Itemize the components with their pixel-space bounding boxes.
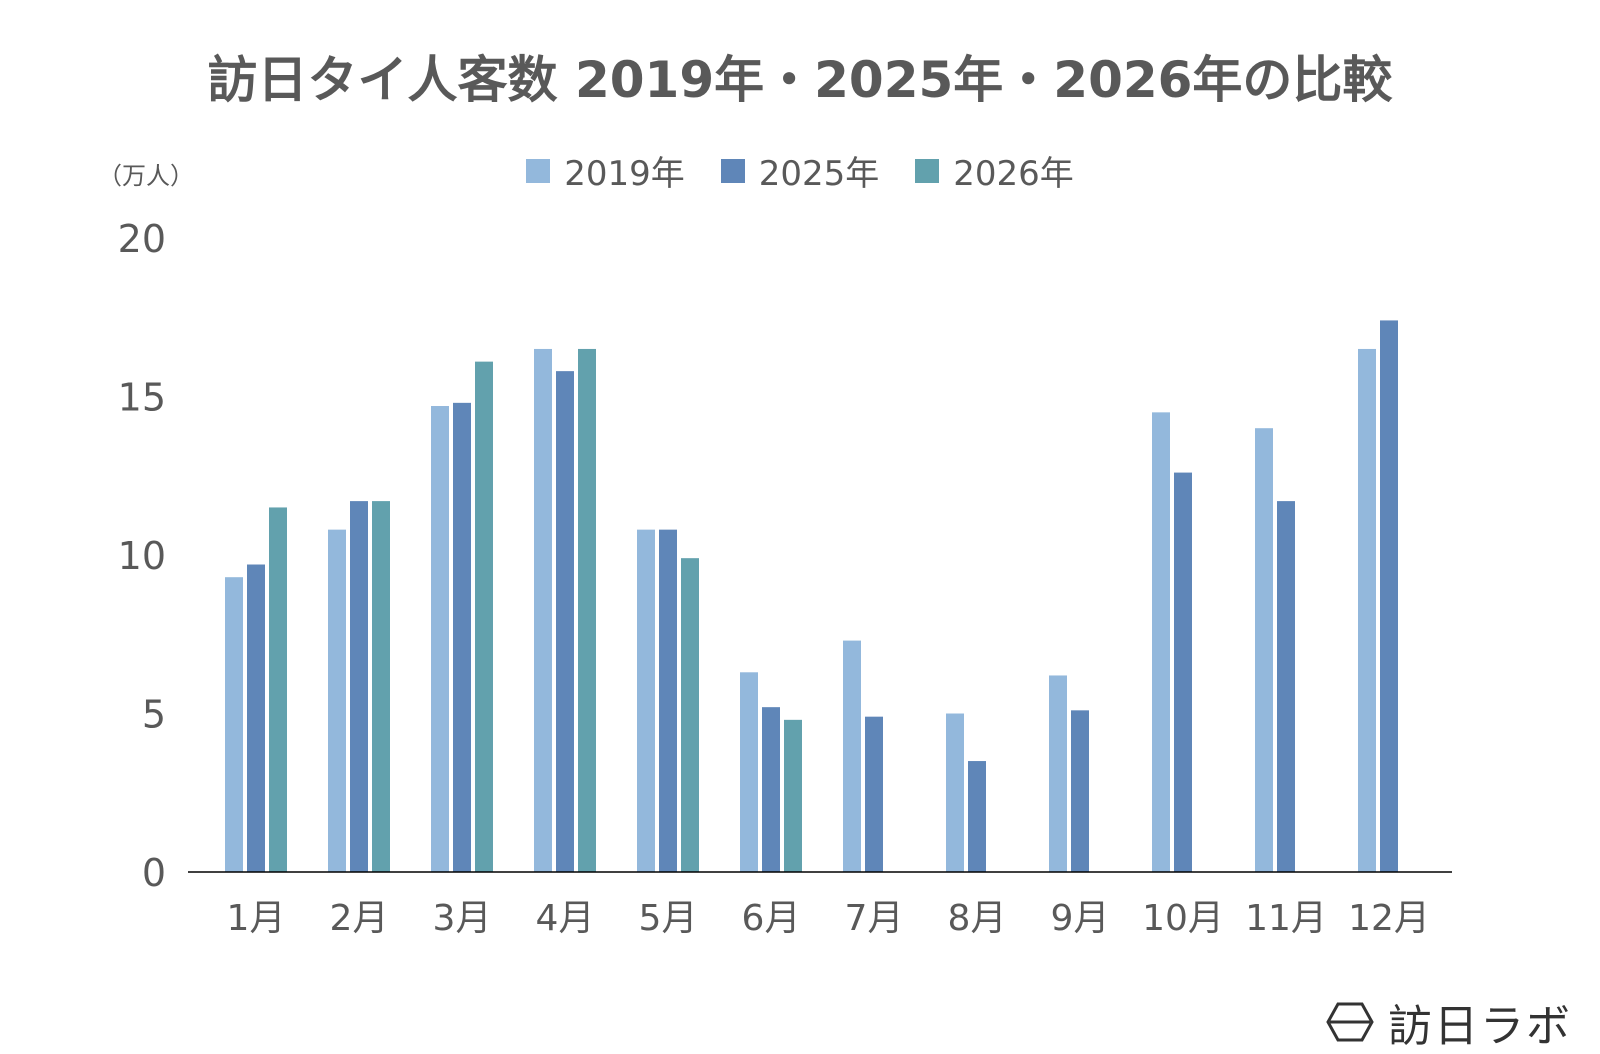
bar-2019-3 <box>431 406 449 872</box>
bar-2025-9 <box>1071 710 1089 872</box>
bar-2025-10 <box>1174 472 1192 872</box>
y-tick-label: 5 <box>142 693 166 737</box>
hexagon-logo-icon <box>1326 1002 1374 1042</box>
legend-item-2025: 2025年 <box>720 146 880 195</box>
y-axis-unit-label: （万人） <box>98 162 194 190</box>
x-tick-label: 3月 <box>433 898 492 939</box>
bar-2025-1 <box>247 564 265 872</box>
x-tick-label: 8月 <box>948 898 1007 939</box>
bar-2026-3 <box>475 361 493 872</box>
x-tick-label: 5月 <box>639 898 698 939</box>
bar-2025-8 <box>968 761 986 872</box>
bar-2026-1 <box>269 507 287 872</box>
chart-legend: 2019年 2025年 2026年 <box>0 146 1600 195</box>
brand-logo: 訪日ラボ <box>1326 990 1572 1054</box>
y-tick-label: 0 <box>142 851 166 895</box>
bar-2019-6 <box>740 672 758 872</box>
bar-2019-5 <box>637 529 655 872</box>
legend-label-2019: 2019年 <box>564 154 685 194</box>
x-tick-label: 6月 <box>742 898 801 939</box>
y-tick-label: 10 <box>118 534 166 578</box>
bar-2019-9 <box>1049 675 1067 872</box>
y-tick-label: 15 <box>118 376 166 420</box>
bar-2025-3 <box>453 402 471 872</box>
legend-swatch-2026 <box>915 158 940 183</box>
bar-2025-12 <box>1380 320 1398 872</box>
legend-swatch-2019 <box>526 158 551 183</box>
legend-label-2025: 2025年 <box>758 154 880 194</box>
bar-2026-4 <box>578 348 596 872</box>
bar-2019-12 <box>1358 348 1376 872</box>
bar-2025-7 <box>865 716 883 872</box>
x-tick-label: 12月 <box>1348 898 1430 939</box>
chart-title: 訪日タイ人客数 2019年・2025年・2026年の比較 <box>207 51 1393 109</box>
x-tick-label: 11月 <box>1245 898 1327 939</box>
bar-2026-2 <box>372 501 390 872</box>
bar-2019-4 <box>534 348 552 872</box>
x-tick-label: 1月 <box>227 898 286 939</box>
bar-2025-4 <box>556 371 574 872</box>
logo-text: 訪日ラボ <box>1388 1001 1572 1052</box>
bar-2026-5 <box>681 558 699 872</box>
bar-2025-6 <box>762 707 780 872</box>
x-tick-label: 2月 <box>330 898 389 939</box>
bar-2019-10 <box>1152 412 1170 872</box>
bar-2019-8 <box>946 713 964 872</box>
y-tick-label: 20 <box>118 217 166 261</box>
bar-2026-6 <box>784 719 802 872</box>
legend-item-2019: 2019年 <box>526 146 685 195</box>
x-tick-label: 4月 <box>536 898 595 939</box>
legend-item-2026: 2026年 <box>915 146 1074 195</box>
legend-swatch-2025 <box>720 158 745 183</box>
x-tick-label: 7月 <box>845 898 904 939</box>
bar-2019-7 <box>843 640 861 872</box>
bar-2025-2 <box>350 501 368 872</box>
legend-label-2026: 2026年 <box>953 154 1074 194</box>
bar-2019-11 <box>1255 428 1273 872</box>
x-tick-label: 9月 <box>1051 898 1110 939</box>
bar-2019-1 <box>225 577 243 872</box>
bar-2019-2 <box>328 529 346 872</box>
bar-2025-11 <box>1277 501 1295 872</box>
bar-2025-5 <box>659 529 677 872</box>
x-tick-label: 10月 <box>1142 898 1224 939</box>
